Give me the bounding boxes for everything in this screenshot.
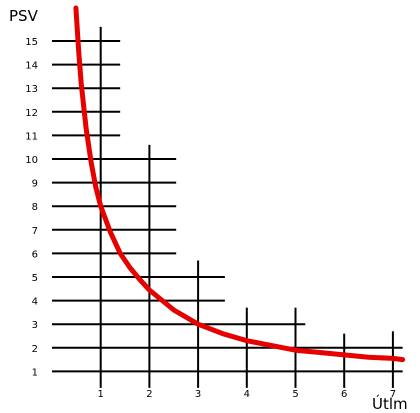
x-tick-label: 1 — [98, 389, 104, 400]
y-tick-label: 6 — [32, 249, 38, 260]
y-tick-label: 10 — [25, 155, 38, 166]
x-tick-label: 6 — [341, 389, 347, 400]
x-tick-label: 2 — [146, 389, 152, 400]
y-tick-label: 12 — [25, 108, 38, 119]
y-tick-label: 11 — [25, 131, 38, 142]
y-tick-label: 14 — [25, 61, 38, 72]
y-tick-label: 1 — [32, 367, 38, 378]
y-tick-label: 4 — [32, 297, 38, 308]
x-tick-label: 3 — [195, 389, 201, 400]
x-axis-title: Útlm — [372, 394, 408, 413]
y-tick-label: 7 — [32, 226, 38, 237]
y-tick-label: 15 — [25, 37, 38, 48]
y-axis-title: PSV — [9, 7, 39, 25]
y-tick-label: 3 — [32, 320, 38, 331]
series-layer — [73, 5, 406, 363]
x-tick-label: 5 — [292, 389, 298, 400]
series-line-0 — [73, 5, 406, 363]
x-tick-label: 7 — [390, 389, 396, 400]
x-tick-label: 4 — [244, 389, 250, 400]
y-tick-label: 13 — [25, 84, 38, 95]
y-tick-label: 5 — [32, 273, 38, 284]
y-tick-label: 8 — [32, 202, 38, 213]
y-tick-label: 9 — [32, 179, 38, 190]
y-tick-label: 2 — [32, 344, 38, 355]
